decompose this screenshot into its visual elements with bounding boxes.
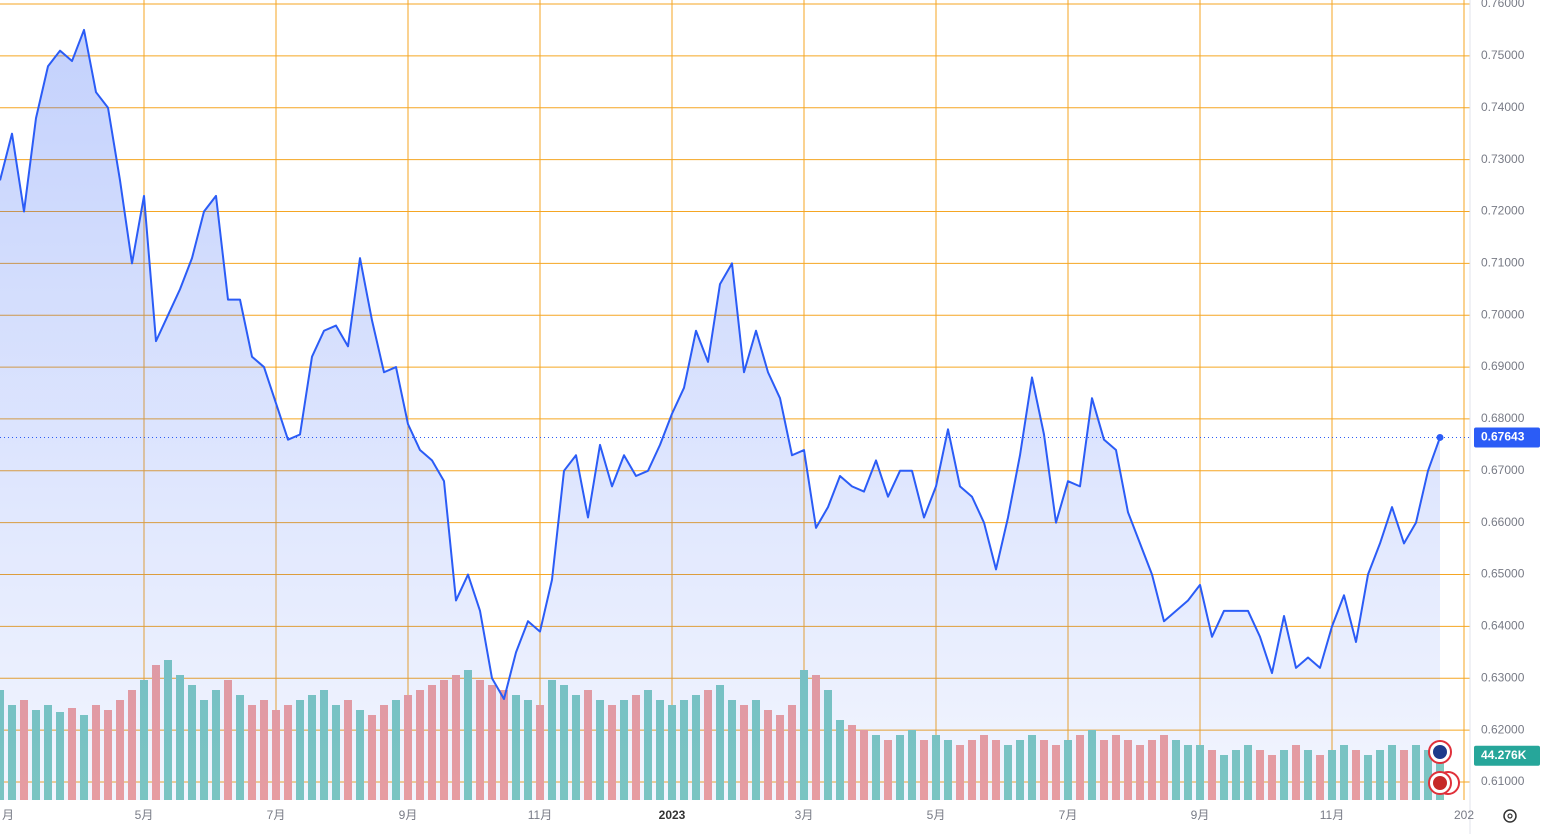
x-tick-label: 11月 xyxy=(1320,808,1344,822)
toolbar-icons xyxy=(1428,740,1517,823)
last-price-dot xyxy=(1436,433,1444,441)
flag-icon-inner xyxy=(1433,776,1447,790)
y-tick-label: 0.66000 xyxy=(1481,515,1525,529)
price-line xyxy=(0,28,1441,701)
y-tick-label: 0.67000 xyxy=(1481,463,1525,477)
price xyxy=(0,28,1470,800)
x-tick-label: 7月 xyxy=(1059,808,1078,822)
x-tick-label: 202 xyxy=(1454,808,1474,822)
x-tick-label: 2023 xyxy=(659,808,686,822)
y-tick-label: 0.65000 xyxy=(1481,567,1525,581)
y-tick-label: 0.63000 xyxy=(1481,670,1525,684)
x-tick-label: 9月 xyxy=(1191,808,1210,822)
settings-icon-center xyxy=(1507,813,1513,819)
x-tick-label: 5月 xyxy=(927,808,946,822)
y-tick-label: 0.74000 xyxy=(1481,100,1525,114)
x-tick-label: 月 xyxy=(2,808,14,822)
price-label: 0.67643 xyxy=(1481,430,1525,444)
y-tick-label: 0.76000 xyxy=(1481,0,1525,10)
x-tick-label: 3月 xyxy=(795,808,814,822)
price-area xyxy=(0,29,1440,800)
y-tick-label: 0.71000 xyxy=(1481,256,1525,270)
y-tick-label: 0.70000 xyxy=(1481,307,1525,321)
y-tick-label: 0.64000 xyxy=(1481,619,1525,633)
y-tick-label: 0.75000 xyxy=(1481,48,1525,62)
y-tick-label: 0.68000 xyxy=(1481,411,1525,425)
y-tick-label: 0.61000 xyxy=(1481,774,1525,788)
volume-label: 44.276K xyxy=(1481,748,1527,762)
volume-label-box xyxy=(1474,745,1540,766)
y-tick-label: 0.73000 xyxy=(1481,152,1525,166)
x-tick-label: 9月 xyxy=(399,808,418,822)
y-tick-label: 0.62000 xyxy=(1481,722,1525,736)
y-tick-label: 0.69000 xyxy=(1481,359,1525,373)
settings-icon[interactable] xyxy=(1503,809,1517,823)
flag-icon-inner xyxy=(1433,745,1447,759)
x-tick-label: 7月 xyxy=(267,808,286,822)
x-tick-label: 5月 xyxy=(135,808,154,822)
x-tick-label: 11月 xyxy=(528,808,552,822)
price-label-box xyxy=(1474,427,1540,448)
y-tick-label: 0.72000 xyxy=(1481,204,1525,218)
